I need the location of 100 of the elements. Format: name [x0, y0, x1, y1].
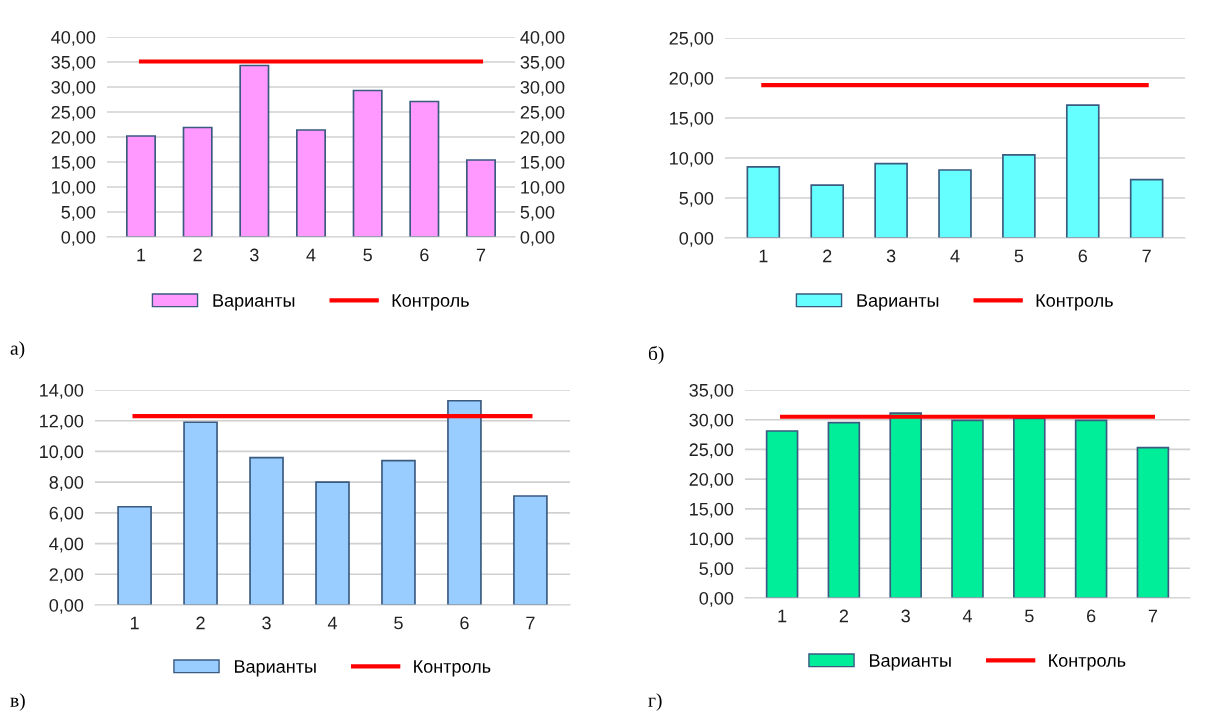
- bar: [1013, 417, 1046, 598]
- x-tick-label: 5: [1014, 249, 1024, 263]
- y-tick-label: 10,00: [690, 532, 734, 548]
- y-tick-label: 15,00: [52, 155, 96, 171]
- y-tick-label: 15,00: [670, 111, 714, 127]
- bar: [249, 456, 284, 605]
- y-tick-label: 0,00: [61, 230, 96, 246]
- y-tick-label: 35,00: [51, 55, 96, 71]
- bar: [125, 135, 157, 237]
- text: г): [648, 693, 662, 711]
- y-tick-label: 5,00: [699, 562, 734, 578]
- y-tick-label: 0,00: [49, 598, 84, 614]
- y-tick-label: 10,00: [40, 445, 84, 461]
- y2-tick-label: 40,00: [520, 30, 565, 46]
- bar: [1065, 104, 1100, 238]
- x-tick-label: 2: [839, 609, 848, 623]
- x-tick-label: 7: [1148, 609, 1158, 623]
- x-tick-label: 6: [420, 248, 429, 262]
- y-tick-label: 25,00: [51, 105, 96, 121]
- y2-tick-label: 0,00: [520, 230, 555, 246]
- x-tick-label: 2: [823, 249, 832, 263]
- bar: [182, 126, 213, 237]
- y-tick-label: 35,00: [689, 383, 734, 399]
- y-tick-label: 5,00: [679, 191, 714, 207]
- x-tick-label: 2: [196, 616, 205, 630]
- x-tick-label: 4: [950, 249, 960, 263]
- y2-tick-label: 15,00: [521, 155, 565, 171]
- x-tick-label: 4: [327, 616, 337, 630]
- bar: [183, 421, 218, 605]
- x-tick-label: 2: [193, 248, 202, 262]
- y2-tick-label: 25,00: [520, 105, 565, 121]
- bar: [409, 100, 440, 237]
- x-tick-label: 5: [1025, 609, 1034, 623]
- x-tick-label: 1: [778, 609, 787, 623]
- x-tick-label: 1: [130, 616, 139, 630]
- text: в): [10, 693, 25, 711]
- y-tick-label: 2,00: [49, 568, 84, 584]
- y-tick-label: 15,00: [690, 502, 734, 518]
- bar: [315, 481, 350, 605]
- bar: [951, 419, 984, 598]
- bar: [1136, 446, 1170, 598]
- bar: [765, 430, 799, 598]
- bar: [1129, 178, 1164, 238]
- y-tick-label: 4,00: [49, 537, 84, 553]
- y2-tick-label: 5,00: [520, 205, 555, 221]
- y-tick-label: 40,00: [51, 30, 96, 46]
- y-tick-label: 10,00: [52, 180, 96, 196]
- bar: [352, 89, 383, 237]
- y-tick-label: 12,00: [40, 414, 84, 430]
- y2-tick-label: 10,00: [521, 180, 565, 196]
- y-tick-label: 14,00: [40, 383, 84, 399]
- x-tick-label: 6: [1078, 249, 1088, 263]
- text: а): [10, 341, 25, 359]
- x-tick-label: 7: [476, 248, 486, 262]
- bar: [874, 162, 908, 238]
- legend-label: Контроль: [1049, 654, 1126, 671]
- legend-label: Контроль: [414, 660, 491, 677]
- y-tick-label: 20,00: [669, 71, 714, 87]
- x-tick-label: 4: [962, 609, 972, 623]
- bar: [239, 64, 270, 237]
- x-tick-label: 3: [901, 609, 910, 623]
- legend-label: Варианты: [857, 294, 939, 311]
- y-tick-label: 25,00: [689, 443, 734, 459]
- legend-label: Варианты: [234, 660, 316, 677]
- y-tick-label: 6,00: [49, 506, 84, 522]
- bar: [117, 505, 152, 605]
- legend-label: Контроль: [392, 294, 469, 311]
- x-tick-label: 1: [759, 249, 768, 263]
- y-tick-label: 25,00: [669, 31, 714, 47]
- bar: [465, 159, 497, 237]
- legend-label: Варианты: [213, 294, 295, 311]
- y-tick-label: 20,00: [689, 473, 734, 488]
- x-tick-label: 5: [394, 616, 403, 630]
- y-tick-label: 5,00: [61, 205, 96, 221]
- y-tick-label: 0,00: [699, 591, 734, 607]
- bar: [513, 495, 548, 605]
- x-tick-label: 6: [1087, 609, 1096, 623]
- bar: [938, 169, 972, 238]
- x-tick-label: 7: [526, 616, 535, 630]
- legend-label: Контроль: [1036, 294, 1113, 311]
- bar: [889, 412, 922, 598]
- x-tick-label: 7: [1142, 249, 1151, 263]
- bar: [381, 459, 416, 605]
- legend-label: Варианты: [869, 654, 951, 671]
- bar: [827, 421, 861, 598]
- bar: [1074, 419, 1108, 598]
- text: б): [648, 345, 664, 365]
- x-tick-label: 3: [262, 616, 271, 630]
- bar: [746, 165, 781, 238]
- y2-tick-label: 30,00: [520, 80, 565, 96]
- bar: [810, 184, 845, 238]
- y2-tick-label: 35,00: [520, 55, 565, 71]
- y-tick-label: 10,00: [670, 151, 714, 167]
- bar: [295, 129, 327, 237]
- x-tick-label: 3: [250, 248, 259, 262]
- y-tick-label: 8,00: [49, 476, 84, 491]
- x-tick-label: 6: [460, 616, 469, 630]
- y-tick-label: 30,00: [51, 80, 96, 96]
- y-tick-label: 0,00: [679, 231, 714, 247]
- x-tick-label: 4: [306, 248, 316, 262]
